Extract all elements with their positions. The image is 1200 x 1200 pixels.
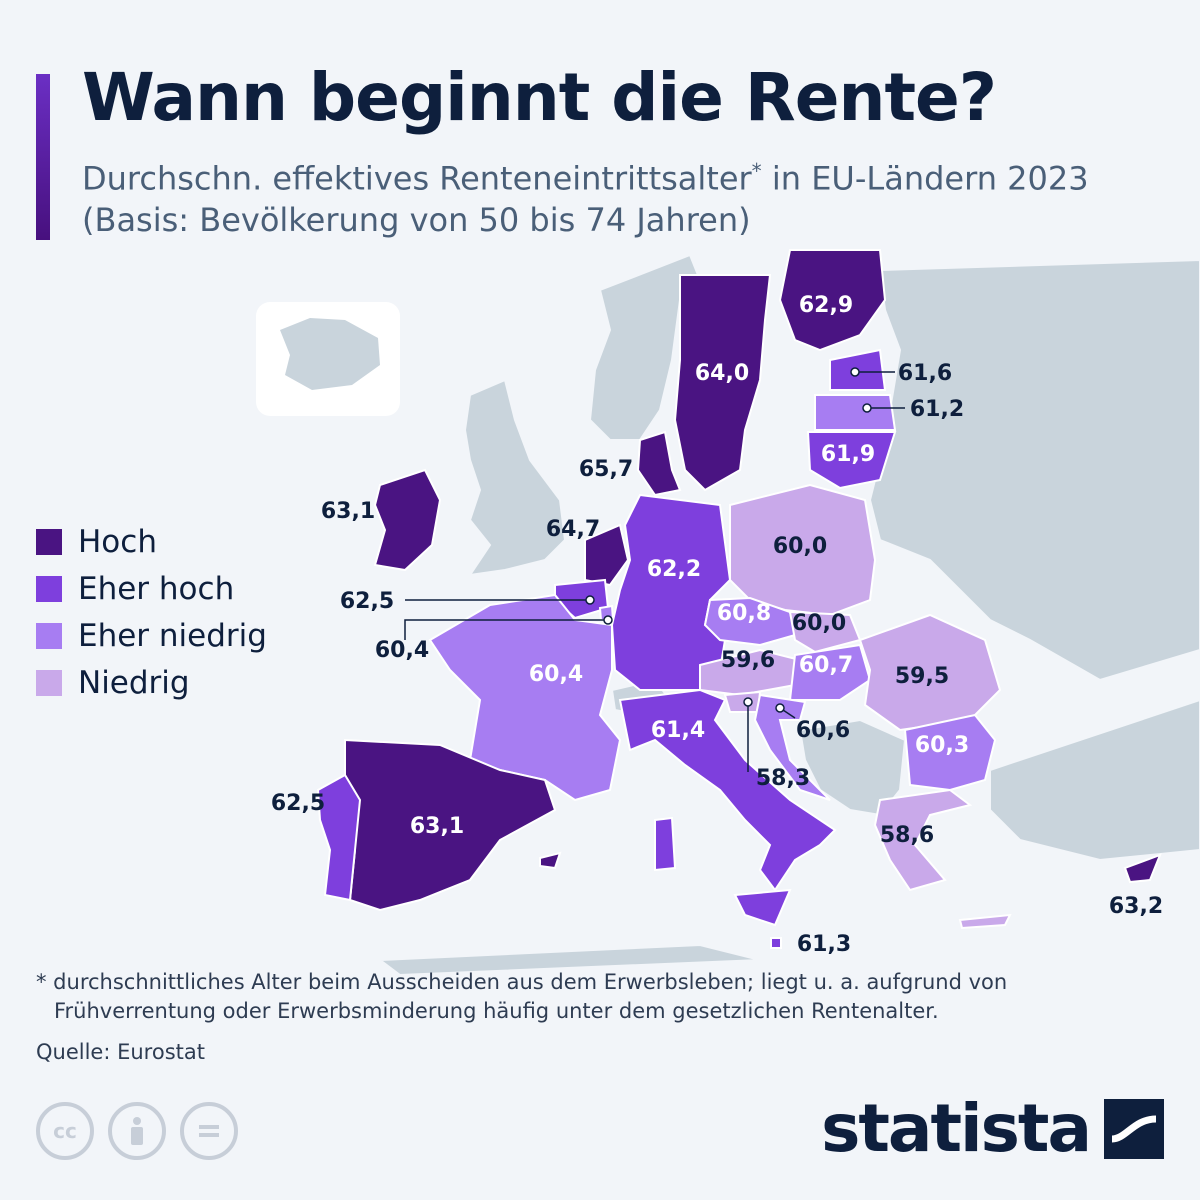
legend-swatch — [36, 528, 62, 555]
brand-wordmark: statista — [821, 1090, 1092, 1167]
label-sweden: 64,0 — [695, 361, 749, 386]
label-slovenia: 58,3 — [756, 766, 810, 791]
label-slovakia: 60,0 — [792, 611, 846, 636]
equals-icon — [199, 1125, 219, 1137]
uk-land — [463, 378, 567, 577]
label-cyprus: 63,2 — [1109, 894, 1163, 919]
by-icon[interactable] — [108, 1102, 166, 1160]
label-hungary: 60,7 — [799, 653, 853, 678]
nd-icon[interactable] — [180, 1102, 238, 1160]
label-romania: 59,5 — [895, 664, 949, 689]
label-ireland: 63,1 — [321, 499, 375, 524]
label-latvia: 61,2 — [910, 397, 964, 422]
legend-item-eher-hoch: Eher hoch — [36, 565, 267, 612]
country-portugal — [316, 773, 362, 902]
page-title: Wann beginnt die Rente? — [82, 59, 997, 136]
legend-label: Niedrig — [78, 664, 190, 701]
legend-item-niedrig: Niedrig — [36, 659, 267, 706]
footnote-line-2: Frühverrentung oder Erwerbsminderung häu… — [54, 999, 939, 1024]
legend-label: Eher hoch — [78, 570, 235, 607]
person-icon — [131, 1117, 143, 1145]
statista-mark-icon — [1104, 1098, 1164, 1159]
north-africa-land — [377, 943, 761, 977]
country-italy-sicily — [733, 888, 792, 927]
statista-logo[interactable]: statista — [821, 1090, 1164, 1167]
country-italy-sardinia — [654, 816, 677, 872]
legend-item-hoch: Hoch — [36, 518, 267, 565]
label-austria: 59,6 — [721, 648, 775, 673]
footnote: * durchschnittliches Alter beim Ausschei… — [36, 968, 1156, 1027]
country-croatia — [753, 693, 831, 801]
country-italy — [618, 688, 837, 892]
country-finland — [778, 249, 887, 352]
title-accent-bar — [36, 74, 50, 240]
label-croatia: 60,6 — [796, 718, 850, 743]
legend-label: Hoch — [78, 523, 157, 560]
country-france — [428, 593, 622, 802]
legend-label: Eher niedrig — [78, 617, 267, 654]
label-belgium: 62,5 — [340, 589, 394, 614]
label-bulgaria: 60,3 — [915, 733, 969, 758]
eu-countries — [316, 249, 1162, 949]
subtitle-main: Durchschn. effektives Renteneintrittsalt… — [82, 159, 752, 198]
iceland-land — [280, 318, 380, 390]
cc-icon[interactable]: cc — [36, 1102, 94, 1160]
legend-item-eher-niedrig: Eher niedrig — [36, 612, 267, 659]
label-poland: 60,0 — [773, 534, 827, 559]
leader-dots — [585, 367, 872, 713]
country-bulgaria — [903, 713, 997, 792]
country-netherlands — [584, 523, 630, 587]
label-netherlands: 64,7 — [546, 517, 600, 542]
label-finland: 62,9 — [799, 293, 853, 318]
label-spain: 63,1 — [410, 814, 464, 839]
legend-swatch — [36, 669, 62, 696]
label-germany: 62,2 — [647, 557, 701, 582]
country-denmark — [636, 430, 682, 497]
legend-swatch — [36, 622, 62, 649]
country-ireland — [373, 468, 442, 572]
license-icons: cc — [36, 1102, 238, 1160]
source-text: Quelle: Eurostat — [36, 1040, 205, 1064]
page-subtitle: Durchschn. effektives Renteneintrittsalt… — [82, 158, 1172, 242]
label-portugal: 62,5 — [271, 791, 325, 816]
country-malta — [770, 937, 782, 949]
legend-swatch — [36, 575, 62, 602]
turkey-land — [989, 698, 1200, 862]
country-latvia — [814, 394, 897, 431]
country-greece — [873, 788, 973, 892]
country-germany — [610, 493, 732, 691]
country-poland — [729, 483, 877, 617]
country-cyprus — [1123, 853, 1162, 884]
country-slovenia — [723, 690, 762, 713]
subtitle-footnote-marker: * — [751, 159, 762, 183]
country-spain-mallorca — [539, 851, 562, 870]
label-czechia: 60,8 — [717, 601, 771, 626]
label-france: 60,4 — [529, 662, 583, 687]
label-estonia: 61,6 — [898, 361, 952, 386]
country-hungary — [788, 643, 872, 701]
footnote-line-1: * durchschnittliches Alter beim Ausschei… — [36, 970, 1008, 994]
label-lithuania: 61,9 — [821, 442, 875, 467]
legend: Hoch Eher hoch Eher niedrig Niedrig — [36, 518, 267, 706]
label-greece: 58,6 — [880, 823, 934, 848]
russia-belarus-ukraine-land — [868, 258, 1200, 682]
non-eu-land — [377, 253, 1200, 977]
label-luxembourg: 60,4 — [375, 638, 429, 663]
country-sweden — [673, 274, 772, 492]
country-greece-crete — [958, 913, 1012, 930]
iceland-inset — [256, 302, 400, 416]
value-labels: 62,9 64,0 61,6 61,2 61,9 65,7 63,1 64,7 … — [271, 293, 1163, 957]
country-slovakia — [788, 610, 862, 654]
label-denmark: 65,7 — [579, 457, 633, 482]
country-lithuania — [806, 431, 897, 490]
label-malta: 61,3 — [797, 932, 851, 957]
country-czechia — [703, 596, 797, 647]
label-italy: 61,4 — [651, 718, 705, 743]
subtitle-rest: in EU-Ländern 2023 (Basis: Bevölkerung v… — [82, 159, 1089, 240]
